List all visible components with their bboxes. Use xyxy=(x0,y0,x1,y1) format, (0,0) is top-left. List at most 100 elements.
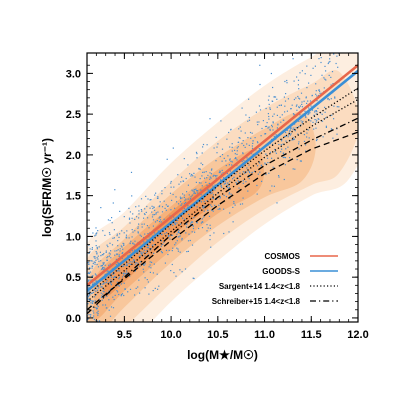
scatter-point xyxy=(147,217,149,219)
scatter-point xyxy=(306,102,308,104)
scatter-point xyxy=(92,291,94,294)
x-axis-title: log(M★/M☉) xyxy=(187,348,258,362)
scatter-point xyxy=(249,172,251,174)
scatter-point xyxy=(243,159,245,162)
scatter-point xyxy=(279,116,281,118)
scatter-point xyxy=(156,220,158,222)
scatter-point xyxy=(126,264,128,266)
scatter-point xyxy=(268,115,270,118)
scatter-point xyxy=(294,123,296,125)
scatter-point xyxy=(117,245,119,247)
scatter-point xyxy=(190,174,193,176)
scatter-point xyxy=(163,241,165,243)
scatter-point xyxy=(206,224,208,226)
scatter-point xyxy=(110,306,113,308)
scatter-point xyxy=(297,79,300,81)
scatter-point xyxy=(171,234,173,237)
scatter-point xyxy=(288,130,291,132)
scatter-point xyxy=(305,97,307,99)
scatter-point xyxy=(106,295,108,297)
axis-ticks: 9.5 10.0 10.5 11.0 11.5 12.0 0.0 0.5 1.0 1.5 2.0 2.… xyxy=(66,53,369,341)
scatter-point xyxy=(180,181,182,183)
scatter-point xyxy=(109,315,112,317)
scatter-point xyxy=(298,143,300,145)
scatter-point xyxy=(283,135,286,138)
scatter-point xyxy=(131,217,133,219)
scatter-point xyxy=(284,105,286,107)
scatter-point xyxy=(123,274,125,276)
scatter-point xyxy=(110,279,112,281)
scatter-point xyxy=(331,128,333,130)
scatter-point xyxy=(97,314,99,316)
scatter-point xyxy=(313,26,314,27)
scatter-point xyxy=(132,213,134,215)
scatter-point xyxy=(281,138,283,140)
scatter-point xyxy=(108,299,110,301)
scatter-point xyxy=(210,173,212,175)
scatter-point xyxy=(285,131,287,134)
density-level-4 xyxy=(93,149,264,320)
scatter-point xyxy=(220,184,222,187)
scatter-point xyxy=(123,272,125,274)
scatter-point xyxy=(318,89,320,91)
scatter-point xyxy=(293,80,295,82)
scatter-point xyxy=(311,95,313,97)
scatter-point xyxy=(147,281,149,283)
scatter-point xyxy=(336,133,338,135)
scatter-point xyxy=(299,98,301,100)
scatter-points xyxy=(87,26,340,340)
scatter-point xyxy=(106,270,108,272)
scatter-point xyxy=(110,282,112,284)
scatter-point xyxy=(153,206,155,209)
scatter-point xyxy=(96,339,97,340)
scatter-point xyxy=(181,203,183,205)
scatter-point xyxy=(148,236,150,238)
scatter-point xyxy=(174,222,176,224)
scatter-point xyxy=(137,227,139,229)
scatter-point xyxy=(234,149,236,151)
scatter-point xyxy=(133,259,135,261)
scatter-point xyxy=(163,218,165,220)
scatter-point xyxy=(317,118,319,120)
scatter-point xyxy=(91,248,93,250)
scatter-point xyxy=(91,302,93,304)
scatter-point xyxy=(269,128,271,130)
scatter-point xyxy=(256,165,259,167)
scatter-point xyxy=(282,152,284,154)
scatter-point xyxy=(94,296,96,298)
scatter-point xyxy=(113,276,116,278)
scatter-point xyxy=(231,146,233,148)
scatter-point xyxy=(129,222,131,224)
scatter-point xyxy=(106,244,108,246)
scatter-point xyxy=(179,269,181,271)
y-axis-title: log(SFR/M☉ yr⁻¹) xyxy=(40,138,54,237)
scatter-point xyxy=(93,330,94,331)
scatter-point xyxy=(199,178,201,180)
scatter-point xyxy=(235,173,237,175)
scatter-point xyxy=(117,270,119,272)
scatter-point xyxy=(96,307,98,309)
scatter-point xyxy=(116,233,118,235)
scatter-point xyxy=(244,172,246,174)
scatter-point xyxy=(143,213,146,215)
scatter-point xyxy=(164,233,166,235)
y-tick-label: 0.0 xyxy=(66,313,81,325)
scatter-point xyxy=(238,137,240,139)
scatter-point xyxy=(144,255,146,257)
scatter-point xyxy=(269,190,271,192)
scatter-point xyxy=(180,201,182,203)
scatter-point xyxy=(220,185,222,187)
scatter-point xyxy=(257,173,259,175)
scatter-point xyxy=(201,227,204,229)
scatter-point xyxy=(117,249,119,251)
scatter-point xyxy=(268,103,270,105)
scatter-point xyxy=(152,240,155,242)
scatter-point xyxy=(206,144,208,146)
scatter-point xyxy=(210,177,212,179)
scatter-point xyxy=(92,289,94,291)
scatter-point xyxy=(94,235,96,237)
scatter-point xyxy=(296,104,298,106)
scatter-point xyxy=(91,292,93,294)
scatter-point xyxy=(331,114,333,116)
